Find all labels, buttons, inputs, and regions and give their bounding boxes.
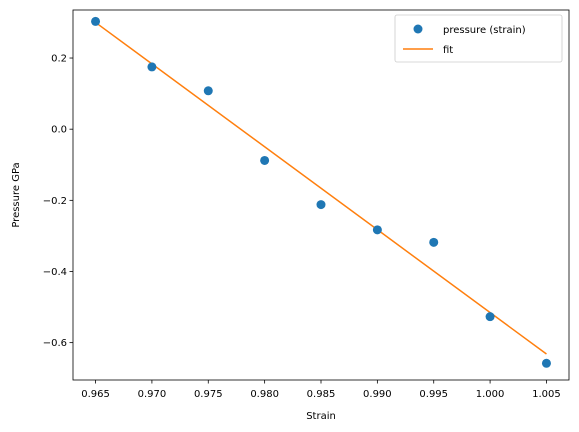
legend-marker-pressure: [413, 24, 423, 34]
x-tick-label: 0.975: [194, 389, 223, 400]
plot-area: [72, 9, 570, 381]
x-tick-label: 0.965: [81, 389, 110, 400]
x-tick-label: 0.985: [307, 389, 336, 400]
x-tick-label: 0.995: [419, 389, 448, 400]
y-tick-label: −0.2: [43, 196, 67, 207]
data-point: [91, 16, 101, 26]
data-point: [485, 312, 495, 322]
series-layer: [91, 16, 551, 368]
y-tick-label: 0.0: [51, 125, 67, 136]
data-point: [372, 225, 382, 235]
data-point: [260, 155, 270, 165]
data-point: [147, 62, 157, 72]
y-axis-ticks: −0.6 −0.4 −0.2 0.0 0.2: [43, 54, 73, 349]
x-axis-label: Strain: [306, 411, 336, 422]
y-tick-label: −0.6: [43, 338, 67, 349]
x-tick-label: 1.005: [532, 389, 561, 400]
y-tick-label: −0.4: [43, 267, 67, 278]
x-tick-label: 0.970: [138, 389, 167, 400]
data-point: [203, 86, 213, 96]
x-axis-ticks: 0.965 0.970 0.975 0.980 0.985 0.990 0.995 1.000…: [81, 380, 561, 400]
legend-label-fit: fit: [443, 45, 453, 56]
data-point: [316, 200, 326, 210]
x-tick-label: 0.990: [363, 389, 392, 400]
x-tick-label: 0.980: [250, 389, 279, 400]
y-tick-label: 0.2: [51, 54, 67, 65]
legend: pressure (strain) fit: [394, 14, 563, 63]
data-point: [541, 358, 551, 368]
data-point: [429, 237, 439, 247]
fit-line: [95, 21, 547, 355]
y-axis-label: Pressure GPa: [11, 162, 22, 227]
x-tick-label: 1.000: [476, 389, 505, 400]
legend-label-pressure: pressure (strain): [443, 25, 526, 36]
legend-box: [394, 14, 563, 63]
